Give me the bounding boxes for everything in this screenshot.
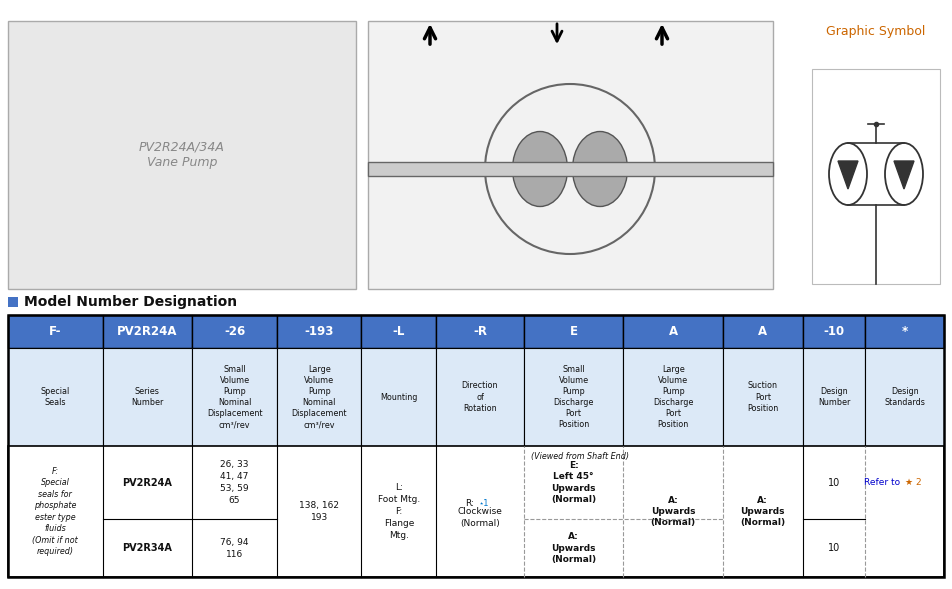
Text: *: * (902, 325, 908, 338)
Polygon shape (894, 161, 914, 189)
Text: 10: 10 (828, 478, 840, 488)
Text: A:
Upwards
(Normal): A: Upwards (Normal) (650, 495, 696, 528)
Bar (8, 297, 18, 307)
Bar (436, 315, 524, 348)
Ellipse shape (512, 131, 567, 207)
Text: Direction
of
Rotation: Direction of Rotation (462, 382, 498, 413)
Text: F-: F- (50, 325, 62, 338)
Bar (103, 348, 192, 446)
Text: E:
Left 45°
Upwards
(Normal): E: Left 45° Upwards (Normal) (551, 461, 596, 504)
Bar (524, 348, 624, 446)
Text: -10: -10 (823, 325, 844, 338)
Text: -R: -R (473, 325, 487, 338)
Text: 10: 10 (828, 543, 840, 553)
Text: F:
Special
seals for
phosphate
ester type
fluids
(Omit if not
required): F: Special seals for phosphate ester typ… (32, 467, 78, 556)
Text: Series
Number: Series Number (131, 387, 164, 407)
Text: Suction
Port
Position: Suction Port Position (747, 382, 779, 413)
Bar (192, 315, 277, 348)
Text: Refer to: Refer to (863, 478, 902, 487)
Text: -L: -L (392, 325, 405, 338)
Text: E: E (569, 325, 578, 338)
Bar (803, 348, 865, 446)
Bar (8, 315, 944, 577)
Bar (368, 162, 773, 176)
Text: PV2R24A/34A
Vane Pump: PV2R24A/34A Vane Pump (139, 141, 225, 169)
Text: 138, 162
193: 138, 162 193 (299, 501, 339, 522)
Bar (524, 315, 624, 348)
Text: PV2R24A: PV2R24A (117, 325, 178, 338)
Bar (368, 21, 773, 289)
Text: A: A (758, 325, 767, 338)
Polygon shape (838, 161, 858, 189)
Text: PV2R34A: PV2R34A (123, 543, 172, 553)
Text: Graphic Symbol: Graphic Symbol (826, 25, 925, 38)
Bar (8, 348, 103, 446)
Text: -193: -193 (305, 325, 334, 338)
Text: Large
Volume
Pump
Discharge
Port
Position: Large Volume Pump Discharge Port Positio… (653, 365, 693, 429)
Text: ⋆1: ⋆1 (479, 499, 489, 508)
Bar (277, 315, 362, 348)
Bar (8, 446, 944, 577)
Text: Model Number Designation: Model Number Designation (24, 295, 237, 309)
Bar (8, 315, 103, 348)
Text: R:: R: (466, 499, 474, 508)
Bar (865, 315, 944, 348)
Text: (Viewed from Shaft End): (Viewed from Shaft End) (530, 452, 628, 462)
Bar (624, 348, 723, 446)
Text: Clockwise
(Normal): Clockwise (Normal) (458, 507, 503, 528)
Text: PV2R24A: PV2R24A (123, 478, 172, 488)
Text: A:
Upwards
(Normal): A: Upwards (Normal) (551, 532, 596, 564)
Bar (803, 315, 865, 348)
Ellipse shape (572, 131, 627, 207)
Text: ★ 2: ★ 2 (904, 478, 922, 487)
Text: Special
Seals: Special Seals (41, 387, 69, 407)
Text: -26: -26 (224, 325, 246, 338)
Bar (362, 315, 436, 348)
Text: Small
Volume
Pump
Nominal
Displacement
cm³/rev: Small Volume Pump Nominal Displacement c… (207, 365, 263, 429)
Bar (277, 348, 362, 446)
Bar (865, 348, 944, 446)
Text: A:
Upwards
(Normal): A: Upwards (Normal) (741, 495, 785, 528)
Bar (362, 348, 436, 446)
Bar (624, 315, 723, 348)
Text: Mounting: Mounting (380, 392, 418, 402)
Text: Large
Volume
Pump
Nominal
Displacement
cm³/rev: Large Volume Pump Nominal Displacement c… (291, 365, 347, 429)
Text: 26, 33
41, 47
53, 59
65: 26, 33 41, 47 53, 59 65 (220, 461, 248, 505)
Text: Design
Standards: Design Standards (884, 387, 925, 407)
Bar (723, 315, 803, 348)
Bar (436, 348, 524, 446)
Text: L:
Foot Mtg.
F:
Flange
Mtg.: L: Foot Mtg. F: Flange Mtg. (378, 484, 420, 540)
Bar (103, 315, 192, 348)
Text: 76, 94
116: 76, 94 116 (220, 538, 248, 558)
Bar (8, 21, 356, 289)
Text: Design
Number: Design Number (818, 387, 850, 407)
Bar (192, 348, 277, 446)
Bar (723, 348, 803, 446)
Text: Small
Volume
Pump
Discharge
Port
Position: Small Volume Pump Discharge Port Positio… (553, 365, 594, 429)
Bar (812, 69, 940, 284)
Text: A: A (668, 325, 678, 338)
